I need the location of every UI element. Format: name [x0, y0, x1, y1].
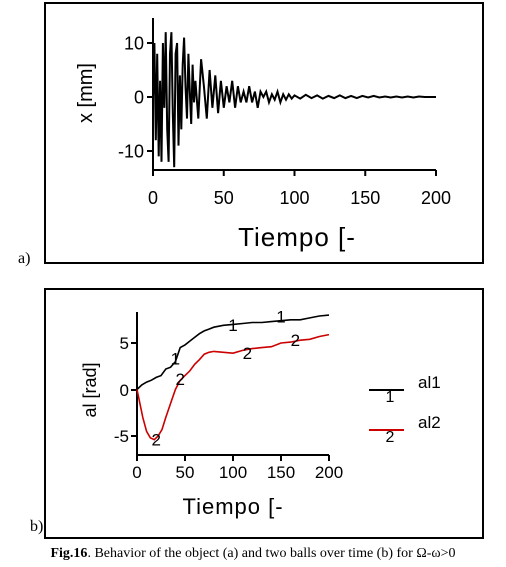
c1-series-line-al1	[136, 314, 330, 391]
c0-x-tick-label: 100	[279, 188, 309, 208]
c1-curve-label: 2	[291, 331, 300, 350]
chart-panel-a	[44, 2, 484, 264]
c1-y-axis-label: al [rad]	[80, 362, 100, 417]
c0-y-tick-label: -10	[118, 141, 144, 161]
c1-curve-label: 2	[151, 430, 160, 449]
c0-y-tick-label: 10	[124, 33, 144, 53]
c0-x-tick-label: 0	[148, 188, 158, 208]
c1-curve-label: 2	[175, 370, 184, 389]
c0-series-line-0	[152, 32, 436, 168]
c1-curve-label: 1	[228, 316, 237, 335]
caption-label: Fig.16	[50, 546, 88, 561]
c1-x-tick-label: 150	[267, 463, 295, 482]
c1-y-tick-label: 0	[120, 381, 129, 400]
c0-x-tick-label: 200	[421, 188, 451, 208]
chart-panel-b	[44, 288, 484, 539]
c1-x-tick-label: 100	[219, 463, 247, 482]
c1-legend-label: al2	[418, 413, 441, 432]
c1-x-tick-label: 200	[315, 463, 343, 482]
c1-legend-marker: 1	[386, 389, 395, 406]
c0-x-axis-label: Tiempo [-	[238, 222, 356, 252]
c1-curve-label: 1	[276, 308, 285, 327]
c0-x-tick-label: 50	[214, 188, 234, 208]
c1-x-tick-label: 0	[132, 463, 141, 482]
c0-y-axis-label: x [mm]	[75, 63, 97, 123]
c1-y-tick-label: -5	[114, 427, 129, 446]
caption-text: . Behavior of the object (a) and two bal…	[87, 546, 456, 561]
c1-legend-label: al1	[418, 373, 441, 392]
panel-label-b: b)	[30, 518, 44, 535]
c1-curve-label: 2	[243, 344, 252, 363]
c1-x-axis-label: Tiempo [-	[182, 494, 283, 519]
c0-x-tick-label: 150	[350, 188, 380, 208]
c1-series-line-al2	[136, 333, 330, 441]
panel-label-a: a)	[18, 250, 31, 267]
c1-x-tick-label: 50	[176, 463, 195, 482]
c1-curve-label: 1	[171, 349, 180, 368]
c1-legend-marker: 2	[386, 429, 395, 446]
c0-y-tick-label: 0	[134, 87, 144, 107]
figure-caption: Fig.16. Behavior of the object (a) and t…	[0, 546, 506, 562]
c1-y-tick-label: 5	[120, 334, 129, 353]
